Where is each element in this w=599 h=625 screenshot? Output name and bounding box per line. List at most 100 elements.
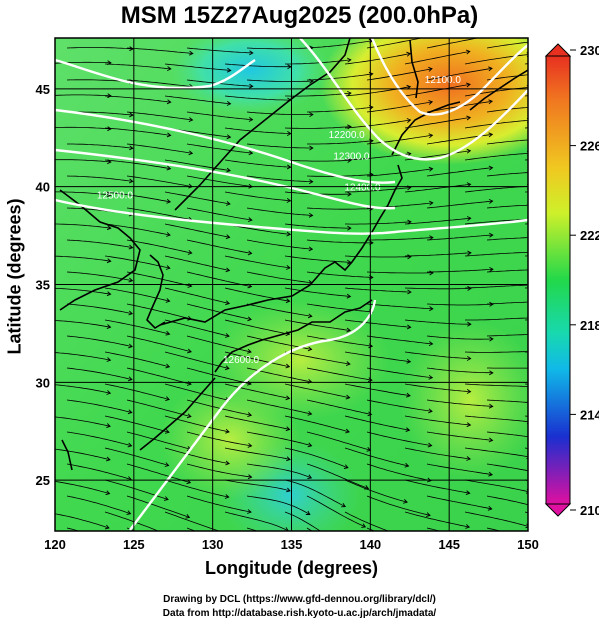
- streamline: [427, 268, 493, 273]
- wind-arrowhead: [341, 502, 347, 508]
- colorbar-tick-label: 218: [580, 318, 599, 333]
- streamline: [186, 431, 252, 447]
- streamline: [55, 191, 111, 196]
- streamline: [486, 269, 528, 273]
- streamline: [426, 200, 493, 209]
- streamline: [66, 463, 132, 480]
- coast-korea: [146, 254, 166, 330]
- wind-arrowhead: [165, 363, 171, 369]
- wind-arrowhead: [428, 166, 434, 172]
- wind-arrowhead: [167, 66, 172, 72]
- streamline: [307, 106, 373, 113]
- streamline: [246, 271, 313, 284]
- wind-arrowhead: [587, 59, 591, 63]
- streamline: [284, 287, 351, 297]
- x-tick-label: 120: [44, 537, 66, 552]
- wind-arrowhead: [488, 66, 493, 72]
- contour-12100b: [55, 58, 256, 90]
- streamline: [224, 479, 291, 492]
- streamline: [404, 287, 472, 290]
- wind-arrowhead: [429, 306, 434, 312]
- streamline: [486, 334, 528, 337]
- streamline: [486, 301, 528, 305]
- x-tick-label: 150: [517, 537, 539, 552]
- streamline: [366, 271, 433, 274]
- wind-arrowhead: [164, 462, 170, 467]
- wind-arrowhead: [343, 464, 349, 469]
- wind-arrowhead: [128, 244, 134, 250]
- wind-arrowhead: [488, 99, 493, 105]
- streamline: [55, 448, 111, 461]
- streamline: [104, 351, 170, 368]
- wind-arrowhead: [188, 117, 194, 123]
- streamline: [246, 495, 310, 515]
- streamline: [164, 95, 231, 105]
- streamline: [344, 187, 411, 193]
- wind-arrowhead: [247, 412, 253, 418]
- wind-arrowhead: [287, 64, 292, 70]
- streamline: [186, 367, 252, 385]
- streamline: [164, 287, 230, 304]
- wind-arrowhead: [286, 164, 292, 170]
- streamline: [307, 140, 373, 145]
- streamline: [284, 159, 352, 162]
- streamline: [344, 351, 411, 363]
- wind-arrowhead: [129, 145, 134, 151]
- coastlines: [59, 38, 528, 471]
- x-tick-label: 135: [281, 537, 303, 552]
- streamline: [426, 367, 493, 374]
- streamline: [426, 68, 493, 81]
- coast-kuril: [469, 69, 528, 111]
- streamline: [55, 126, 111, 130]
- streamline: [344, 511, 390, 531]
- streamline: [164, 415, 230, 433]
- streamline: [486, 463, 528, 472]
- streamline: [104, 191, 171, 203]
- streamline: [486, 431, 528, 438]
- streamline: [426, 431, 493, 441]
- streamline: [164, 159, 231, 171]
- wind-arrowhead: [105, 490, 111, 496]
- wind-arrowhead: [487, 505, 493, 511]
- wind-arrowhead: [466, 148, 472, 154]
- streamline: [284, 383, 350, 399]
- wind-arrowhead: [587, 354, 591, 358]
- coast-japan-pacific: [214, 299, 373, 373]
- wind-arrowhead: [466, 356, 472, 361]
- streamline: [164, 191, 230, 205]
- streamline: [306, 495, 366, 528]
- wind-arrowhead: [286, 456, 291, 462]
- colorbar: 230 226 222 218 214 210: [544, 43, 599, 518]
- x-tick-label: 130: [202, 537, 224, 552]
- wind-arrowhead: [429, 200, 434, 206]
- streamline: [186, 111, 253, 121]
- wind-arrowhead: [129, 112, 134, 118]
- streamline: [306, 463, 369, 489]
- coast-china: [59, 189, 141, 311]
- wind-arrowhead: [466, 115, 472, 121]
- streamline: [164, 479, 229, 498]
- contour-label: 12200.0: [329, 130, 366, 141]
- streamline: [164, 223, 230, 238]
- contour-label: 12100.0: [425, 75, 462, 86]
- streamline: [486, 399, 528, 403]
- coast-taiwan: [61, 439, 73, 471]
- coast-hokkaido: [391, 101, 461, 156]
- streamline: [344, 383, 411, 397]
- wind-arrowhead: [347, 191, 352, 197]
- wind-arrowhead: [166, 165, 172, 171]
- colorbar-tick-label: 222: [580, 228, 599, 243]
- streamline: [344, 319, 411, 328]
- streamline: [486, 204, 528, 209]
- streamline: [224, 415, 290, 430]
- wind-arrowhead: [166, 132, 172, 138]
- wind-arrowhead: [403, 498, 408, 504]
- lat-lon-grid: [55, 38, 528, 531]
- streamline: [344, 119, 411, 129]
- streamline: [366, 495, 431, 516]
- streamline: [126, 143, 193, 154]
- wind-arrowhead: [128, 178, 134, 184]
- streamline: [404, 117, 471, 129]
- streamline: [284, 126, 351, 129]
